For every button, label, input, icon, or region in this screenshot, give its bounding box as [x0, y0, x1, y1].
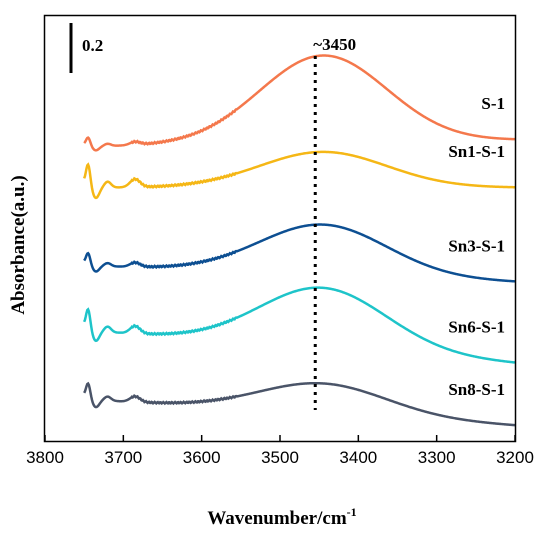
series-line-sn6-s-1: [83, 286, 516, 364]
series-label-s-1: S-1: [481, 94, 505, 113]
series-label-sn3-s-1: Sn3-S-1: [448, 236, 505, 255]
y-axis-title: Absorbance(a.u.): [8, 175, 29, 314]
x-tick-label: 3500: [261, 448, 299, 467]
series-line-sn1-s-1: [82, 150, 516, 200]
series-layer: S-1 Sn1-S-1 Sn3-S-1 Sn6-S-1 Sn8-S-1: [82, 54, 516, 427]
series-line-s-1: [83, 54, 516, 152]
scale-bar-label: 0.2: [82, 36, 103, 55]
series-label-sn6-s-1: Sn6-S-1: [448, 318, 505, 337]
x-tick-label: 3300: [418, 448, 456, 467]
x-tick-label: 3700: [104, 448, 142, 467]
x-axis-title: Wavenumber/cm-1: [207, 505, 356, 529]
series-line-sn3-s-1: [83, 223, 516, 283]
series-line-sn8-s-1: [83, 381, 516, 427]
x-axis-title-superscript: -1: [347, 505, 357, 519]
series-label-sn8-s-1: Sn8-S-1: [448, 380, 505, 399]
reference-line-label: ~3450: [313, 35, 356, 54]
x-tick-label: 3200: [496, 448, 534, 467]
x-tick-label: 3400: [339, 448, 377, 467]
x-tick-label: 3600: [183, 448, 221, 467]
series-label-sn1-s-1: Sn1-S-1: [448, 142, 505, 161]
plot-frame: [43, 14, 517, 443]
x-tick-label: 3800: [26, 448, 64, 467]
ticks-layer: 3800 3700 3600 3500 3400 3300 3200: [26, 435, 534, 467]
